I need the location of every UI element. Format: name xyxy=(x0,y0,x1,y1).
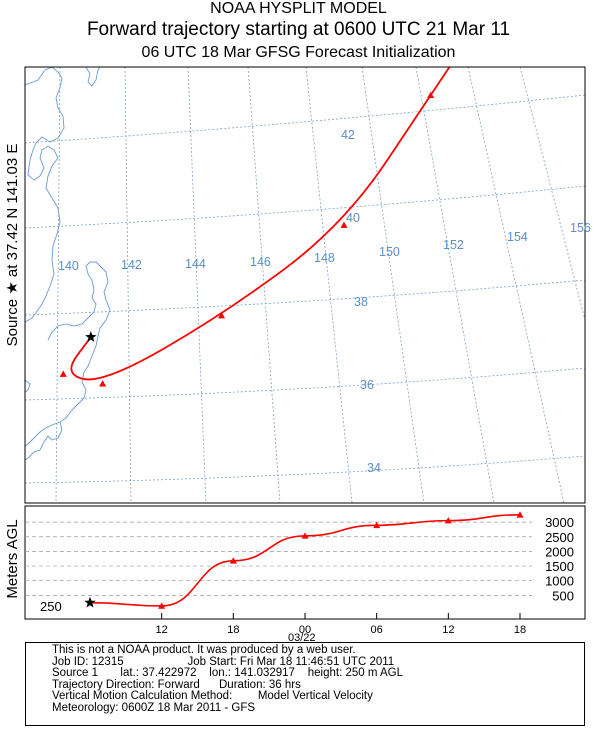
gridline-lat-36 xyxy=(25,367,585,401)
lon-label-148: 148 xyxy=(314,251,335,265)
agl-tick-label: 2000 xyxy=(545,544,574,559)
time-tick-label: 12 xyxy=(156,624,168,636)
gridline-lat-38 xyxy=(25,279,585,316)
profile-hour-marker xyxy=(373,521,381,529)
lon-label-154: 154 xyxy=(507,230,528,244)
gridline-lon-146 xyxy=(247,67,281,503)
gridline-lat-42 xyxy=(25,94,585,144)
lat-label-38: 38 xyxy=(354,295,368,309)
agl-tick-label: 1000 xyxy=(545,574,574,589)
vertical-profile-layer xyxy=(84,511,524,609)
vertical-profile-x-ticks: 12 18 00 06 12 18 xyxy=(156,613,526,636)
date-label: 03/22 xyxy=(288,632,316,644)
time-tick-label: 18 xyxy=(227,624,239,636)
trajectory-title: Forward trajectory starting at 0600 UTC … xyxy=(86,19,511,40)
trajectory-direction-text: Trajectory Direction: Forward Duration: … xyxy=(52,678,301,691)
trajectory-hour-marker xyxy=(427,91,435,99)
agl-tick-label: 1500 xyxy=(545,559,574,574)
coastline xyxy=(25,67,111,461)
lon-label-146: 146 xyxy=(250,255,271,269)
trajectory-hour-marker xyxy=(218,312,226,319)
latitude-labels: 42 40 38 36 34 xyxy=(341,128,381,475)
gridline-lon-140 xyxy=(55,67,61,503)
trajectory-hour-marker xyxy=(99,380,107,387)
gridline-lon-144 xyxy=(187,67,207,503)
lat-label-42: 42 xyxy=(341,128,355,142)
lat-label-34: 34 xyxy=(367,461,381,475)
meteorology-text: Meteorology: 0600Z 18 Mar 2011 - GFS xyxy=(52,701,256,714)
time-tick-label: 18 xyxy=(514,624,526,636)
initialization-subtitle: 06 UTC 18 Mar GFSG Forecast Initializati… xyxy=(141,44,456,61)
longitude-labels: 140 142 144 146 148 150 152 154 156 xyxy=(58,221,591,273)
gridline-lon-142 xyxy=(124,67,132,503)
trajectory-layer xyxy=(59,67,451,387)
time-tick-label: 00 xyxy=(299,624,311,636)
star-icon xyxy=(85,331,97,342)
time-tick-label: 12 xyxy=(442,624,454,636)
sado-coast xyxy=(25,379,31,393)
lon-label-152: 152 xyxy=(443,238,464,252)
source-coordinates-text: Source 1 lat.: 37.422972 lon.: 141.03291… xyxy=(52,667,403,680)
longitude-gridlines xyxy=(55,67,585,503)
honshu-coast xyxy=(25,265,111,447)
map-frame xyxy=(24,66,586,504)
agl-tick-label: 3000 xyxy=(545,515,574,530)
profile-hour-marker xyxy=(516,511,524,518)
gridline-lon-152 xyxy=(415,67,495,503)
gridline-lat-34 xyxy=(25,455,585,484)
job-info-box: This is not a NOAA product. It was produ… xyxy=(25,642,585,726)
trajectory-hour-marker xyxy=(59,370,67,377)
trajectory-path xyxy=(70,67,451,381)
lat-label-40: 40 xyxy=(346,211,360,225)
boso-peninsula-coast xyxy=(25,421,63,461)
job-id-text: Job ID: 12315 Job Start: Fri Mar 18 11:4… xyxy=(52,655,395,668)
gridline-lon-150 xyxy=(361,67,425,503)
lon-label-156: 156 xyxy=(570,221,591,235)
time-tick-label: 06 xyxy=(371,624,383,636)
lon-label-142: 142 xyxy=(121,258,142,272)
gridline-lon-154 xyxy=(467,67,565,503)
profile-hour-marker xyxy=(158,602,166,609)
agl-tick-label: 2500 xyxy=(545,530,574,545)
gridline-lat-40 xyxy=(25,185,585,229)
lon-label-140: 140 xyxy=(58,259,79,273)
source-height-label: 250 xyxy=(40,599,62,614)
sakhalin-coast xyxy=(85,67,101,87)
gridline-lon-148 xyxy=(305,67,353,503)
hokkaido-coast xyxy=(25,67,65,323)
vertical-motion-text: Vertical Motion Calculation Method: Mode… xyxy=(52,690,373,703)
trajectory-hour-marker xyxy=(340,221,348,228)
disclaimer-text: This is not a NOAA product. It was produ… xyxy=(52,644,356,656)
tsugaru-coast xyxy=(47,261,101,341)
vertical-profile-frame xyxy=(24,505,586,620)
profile-hour-marker xyxy=(229,557,237,564)
model-title: NOAA HYSPLIT MODEL xyxy=(210,0,387,17)
gridline-lon-156 xyxy=(519,67,585,322)
lon-label-150: 150 xyxy=(379,245,400,259)
source-star-icon xyxy=(84,596,96,608)
latitude-gridlines xyxy=(25,94,585,484)
height-profile-line xyxy=(89,513,521,607)
vertical-profile-gridlines xyxy=(25,521,532,596)
lon-label-144: 144 xyxy=(185,257,206,271)
profile-hour-marker xyxy=(301,532,309,539)
lat-label-36: 36 xyxy=(360,378,374,392)
profile-hour-marker xyxy=(444,517,452,524)
agl-tick-label: 500 xyxy=(552,588,574,603)
